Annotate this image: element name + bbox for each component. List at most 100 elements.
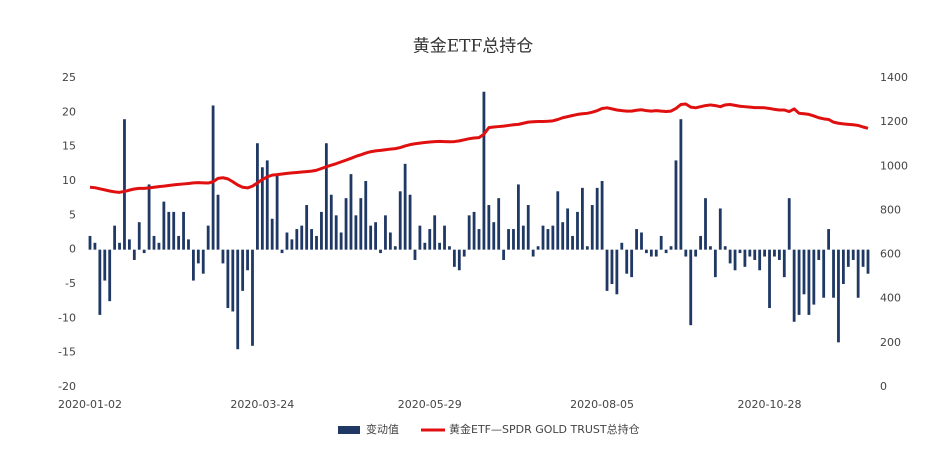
bar [201,249,205,274]
bar [477,229,481,250]
bar [438,242,442,250]
bar [241,249,245,291]
bar [851,249,855,260]
bar [339,232,343,250]
bar [812,249,816,305]
bar [108,249,112,302]
bar [123,119,126,250]
bar [172,211,176,250]
bar [802,249,806,295]
x-tick-label: 2020-01-02 [58,398,122,411]
bar [236,249,240,350]
y-tick-label: -20 [58,380,76,393]
bar [822,249,826,298]
y-tick-label: 0 [69,243,76,256]
bar [630,249,634,278]
bar [290,239,294,250]
bar [684,249,688,257]
bar [162,201,166,250]
bar [388,232,392,250]
bar [773,249,776,257]
bar [329,194,333,250]
bar [777,249,781,260]
bar [585,246,589,250]
bar [758,249,762,271]
bar [837,249,840,343]
bar [512,229,515,250]
bar [595,187,599,250]
bar [310,229,313,250]
bar [251,249,254,346]
y2-tick-label: 600 [880,248,901,261]
bar [566,208,570,250]
chart-title: 黄金ETF总持仓 [413,37,534,57]
bar [807,249,811,315]
bar [635,229,638,250]
bar [728,249,732,264]
bar [423,242,427,250]
bar [738,249,742,254]
bar [270,218,274,250]
bar [231,249,235,312]
bar [556,191,560,250]
bar [507,229,510,250]
bar [541,225,545,250]
bar [221,249,225,264]
bar [610,249,614,284]
y2-tick-label: 1000 [880,159,908,172]
bar [246,249,249,271]
bar [797,249,801,315]
bar [832,249,835,298]
bar [443,225,446,250]
bar [482,91,486,250]
bar [846,249,850,267]
y2-tick-label: 400 [880,292,901,305]
x-tick-label: 2020-10-28 [738,398,802,411]
bar [590,205,594,250]
line [89,102,869,194]
bar [354,215,358,250]
bar [256,143,259,250]
bar [827,229,831,250]
bar [384,215,387,250]
bar [280,249,284,254]
y-tick-label: 25 [62,71,76,84]
bar [147,184,151,250]
bar [743,249,747,267]
bar [536,246,540,250]
bar [344,198,348,250]
bar [157,242,161,250]
bar [275,174,279,250]
bar [196,249,200,264]
legend-label: 变动值 [366,422,399,436]
bar [659,235,663,250]
bar [137,222,141,250]
bar [448,246,451,250]
bar [753,249,757,260]
bar [369,225,373,250]
bar [408,194,412,250]
bar [649,249,653,257]
bar [748,249,752,257]
y-tick-label: 20 [62,105,76,118]
bar [645,249,648,254]
bar [516,184,520,250]
bar [654,249,658,257]
bar [103,249,107,281]
y-tick-label: 15 [62,140,76,153]
bar [177,235,181,250]
bar [640,232,643,250]
bar [551,225,555,250]
bar [462,249,466,257]
bar [260,167,264,250]
y2-tick-label: 1200 [880,115,908,128]
bar [704,198,707,250]
bar [359,198,363,250]
bar [93,242,97,250]
bar [487,205,491,250]
bar [467,215,471,250]
y2-tick-label: 0 [880,380,887,393]
bar [226,249,230,309]
bar [265,160,269,250]
